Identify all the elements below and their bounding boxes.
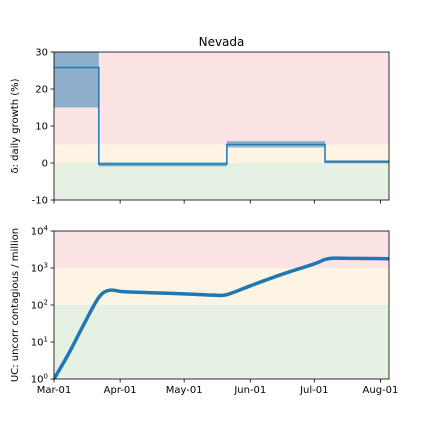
growth-y-tick-label-3: 20 [35, 85, 48, 96]
growth-y-tick-label-2: 10 [35, 122, 48, 133]
x-tick-label-5: Aug-01 [363, 385, 399, 396]
contagious-chart: 100 101 102 103 104 Mar-01 Apr-01 May-01 Jun-01… [10, 225, 398, 397]
contagious-x-ticks: Mar-01 Apr-01 May-01 Jun-01 Jul-01 Aug-01 [37, 379, 399, 396]
growth-zones [54, 52, 389, 200]
contagious-zones [54, 231, 389, 379]
contagious-y-tick-label-2: 102 [31, 299, 48, 312]
x-tick-label-2: May-01 [166, 385, 203, 396]
contagious-y-tick-label-4: 104 [31, 225, 49, 238]
contagious-y-tick-label-0: 100 [31, 373, 48, 386]
x-tick-label-0: Mar-01 [37, 385, 72, 396]
contagious-y-tick-label-1: 101 [31, 336, 48, 349]
growth-y-ticks: -10 0 10 20 30 [32, 48, 54, 207]
growth-y-axis-label: δ: daily growth (%) [10, 78, 21, 173]
contagious-y-ticks: 100 101 102 103 104 [31, 225, 54, 386]
growth-y-tick-label-1: 0 [42, 159, 48, 170]
growth-series [54, 52, 389, 167]
contagious-y-tick-label-3: 103 [31, 262, 48, 275]
growth-zone-1 [54, 144, 389, 163]
growth-zone-2 [54, 163, 389, 200]
x-tick-label-4: Jul-01 [299, 385, 328, 396]
contagious-series [54, 256, 389, 379]
contagious-y-axis-label: UC: uncorr contagious / million [10, 228, 21, 382]
growth-y-tick-label-4: 30 [35, 48, 48, 59]
contagious-zone-2 [54, 305, 389, 379]
chart-title: Nevada [199, 35, 245, 49]
contagious-zone-1 [54, 268, 389, 305]
contagious-zone-0 [54, 231, 389, 268]
x-tick-label-1: Apr-01 [104, 385, 137, 396]
contagious-line [54, 256, 389, 379]
growth-step-line [54, 66, 389, 165]
x-tick-label-3: Jun-01 [233, 385, 266, 396]
growth-ci-band-0 [54, 52, 99, 108]
growth-x-ticks [53, 200, 381, 204]
growth-zone-0 [54, 52, 389, 145]
growth-chart: -10 0 10 20 30 Nevada δ: daily growth (%) [10, 35, 390, 207]
growth-y-tick-label-0: -10 [32, 196, 48, 207]
